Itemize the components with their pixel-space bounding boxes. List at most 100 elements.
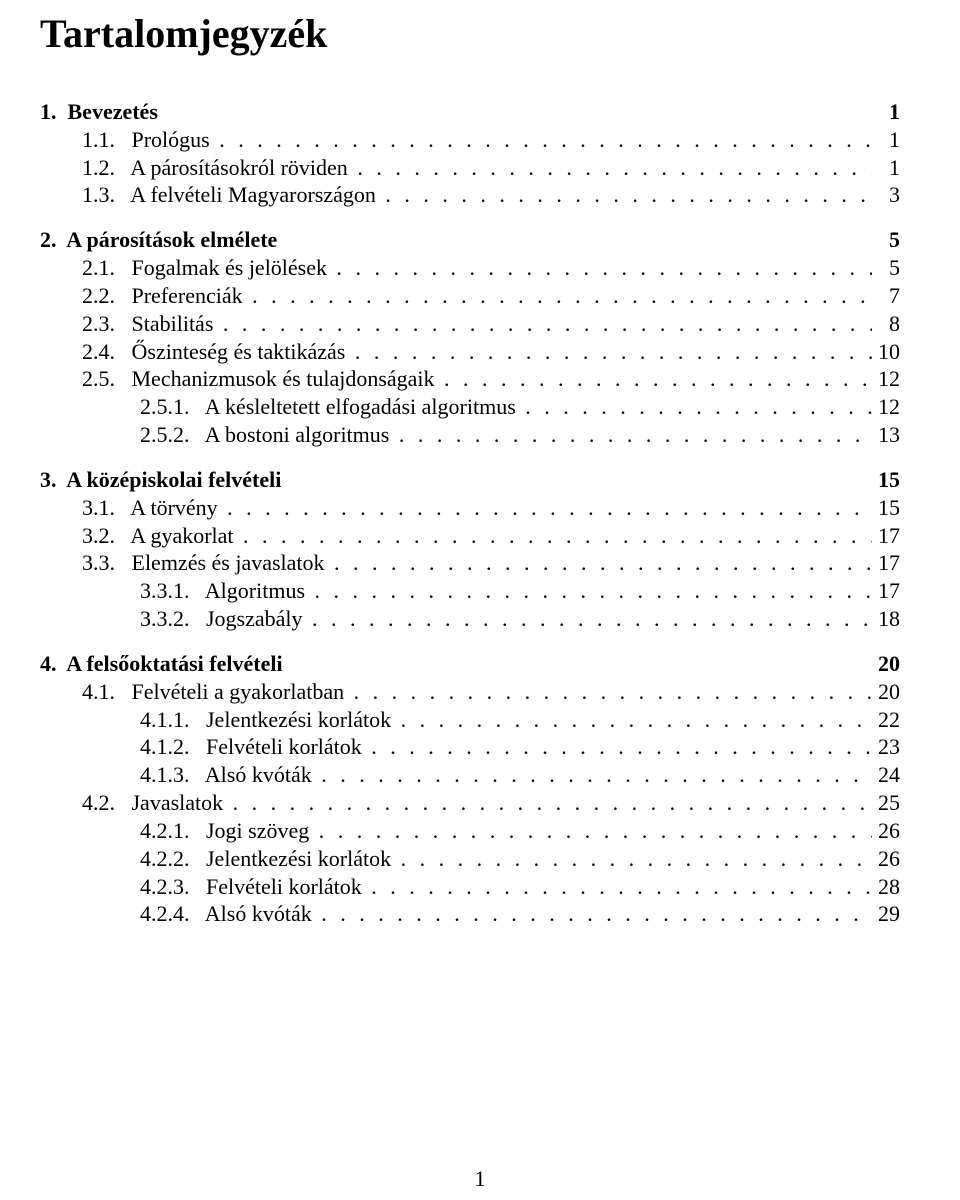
toc-entry-page: 23 — [872, 734, 900, 761]
toc-entry: 4.2.3. Felvételi korlátok . . . . . . . … — [40, 874, 900, 901]
toc-entry-page: 12 — [872, 366, 900, 393]
toc-entry-page: 3 — [872, 182, 900, 209]
toc-leader: . . . . . . . . . . . . . . . . . . . . … — [350, 679, 872, 706]
toc-entry-label: 1. Bevezetés — [40, 99, 163, 126]
toc-entry-page: 17 — [872, 578, 900, 605]
toc-entry-label: 4. A felsőoktatási felvételi — [40, 651, 288, 678]
toc-entry-label: 2.3. Stabilitás — [40, 311, 219, 338]
toc-entry-page: 20 — [872, 679, 900, 706]
page-number: 1 — [0, 1166, 960, 1192]
toc-entry: 2.5. Mechanizmusok és tulajdonságaik . .… — [40, 366, 900, 393]
toc-leader: . . . . . . . . . . . . . . . . . . . . … — [317, 901, 872, 928]
toc-entry: 4.1.3. Alsó kvóták . . . . . . . . . . .… — [40, 762, 900, 789]
toc-leader: . . . . . . . . . . . . . . . . . . . . … — [330, 550, 872, 577]
toc-entry: 1.3. A felvételi Magyarországon . . . . … — [40, 182, 900, 209]
toc-entry-page: 18 — [872, 606, 900, 633]
toc-entry: 3. A középiskolai felvételi . . . . . . … — [40, 467, 900, 494]
toc-entry: 4.1.2. Felvételi korlátok . . . . . . . … — [40, 734, 900, 761]
toc-entry-page: 15 — [872, 467, 900, 494]
toc-entry-label: 4.2.1. Jogi szöveg — [40, 818, 315, 845]
toc-entry-page: 5 — [872, 255, 900, 282]
toc-leader: . . . . . . . . . . . . . . . . . . . . … — [229, 790, 872, 817]
toc-leader: . . . . . . . . . . . . . . . . . . . . … — [381, 182, 872, 209]
toc-entry-label: 4.1. Felvételi a gyakorlatban — [40, 679, 350, 706]
toc-entry-label: 4.1.1. Jelentkezési korlátok — [40, 707, 397, 734]
toc-leader: . . . . . . . . . . . . . . . . . . . . … — [333, 255, 872, 282]
toc-entry: 1. Bevezetés . . . . . . . . . . . . . .… — [40, 99, 900, 126]
toc-list: 1. Bevezetés . . . . . . . . . . . . . .… — [40, 99, 900, 928]
toc-entry: 2.2. Preferenciák . . . . . . . . . . . … — [40, 283, 900, 310]
toc-leader: . . . . . . . . . . . . . . . . . . . . … — [315, 818, 872, 845]
toc-leader: . . . . . . . . . . . . . . . . . . . . … — [353, 155, 872, 182]
toc-entry: 4.2.1. Jogi szöveg . . . . . . . . . . .… — [40, 818, 900, 845]
toc-entry-label: 3.3.2. Jogszabály — [40, 606, 308, 633]
toc-entry: 3.3.2. Jogszabály . . . . . . . . . . . … — [40, 606, 900, 633]
toc-leader: . . . . . . . . . . . . . . . . . . . . … — [397, 707, 872, 734]
toc-leader: . . . . . . . . . . . . . . . . . . . . … — [219, 311, 872, 338]
toc-entry-page: 20 — [872, 651, 900, 678]
toc-entry: 4.1.1. Jelentkezési korlátok . . . . . .… — [40, 707, 900, 734]
toc-leader: . . . . . . . . . . . . . . . . . . . . … — [239, 523, 872, 550]
toc-entry: 2.5.2. A bostoni algoritmus . . . . . . … — [40, 422, 900, 449]
toc-entry-page: 17 — [872, 523, 900, 550]
toc-entry: 2.4. Őszinteség és taktikázás . . . . . … — [40, 339, 900, 366]
toc-leader: . . . . . . . . . . . . . . . . . . . . … — [215, 127, 872, 154]
toc-entry: 1.2. A párosításokról röviden . . . . . … — [40, 155, 900, 182]
toc-leader: . . . . . . . . . . . . . . . . . . . . … — [351, 339, 872, 366]
toc-entry-page: 1 — [872, 127, 900, 154]
toc-leader: . . . . . . . . . . . . . . . . . . . . … — [367, 874, 872, 901]
toc-entry: 4.2.4. Alsó kvóták . . . . . . . . . . .… — [40, 901, 900, 928]
toc-entry-page: 10 — [872, 339, 900, 366]
toc-entry-label: 2.5. Mechanizmusok és tulajdonságaik — [40, 366, 440, 393]
toc-entry-page: 15 — [872, 495, 900, 522]
toc-title: Tartalomjegyzék — [40, 10, 900, 57]
toc-entry-label: 3.3.1. Algoritmus — [40, 578, 311, 605]
toc-entry: 3.1. A törvény . . . . . . . . . . . . .… — [40, 495, 900, 522]
toc-entry: 4.2. Javaslatok . . . . . . . . . . . . … — [40, 790, 900, 817]
toc-entry-page: 28 — [872, 874, 900, 901]
toc-entry-label: 2.5.1. A késleltetett elfogadási algorit… — [40, 394, 521, 421]
toc-entry-label: 3.1. A törvény — [40, 495, 223, 522]
toc-entry: 2.1. Fogalmak és jelölések . . . . . . .… — [40, 255, 900, 282]
toc-entry-page: 17 — [872, 550, 900, 577]
toc-entry: 3.3.1. Algoritmus . . . . . . . . . . . … — [40, 578, 900, 605]
toc-entry-label: 4.2.3. Felvételi korlátok — [40, 874, 367, 901]
toc-leader: . . . . . . . . . . . . . . . . . . . . … — [397, 846, 872, 873]
toc-entry: 4.2.2. Jelentkezési korlátok . . . . . .… — [40, 846, 900, 873]
toc-entry-label: 2. A párosítások elmélete — [40, 227, 283, 254]
toc-entry-label: 1.2. A párosításokról röviden — [40, 155, 353, 182]
toc-leader: . . . . . . . . . . . . . . . . . . . . … — [317, 762, 872, 789]
toc-leader: . . . . . . . . . . . . . . . . . . . . … — [311, 578, 872, 605]
toc-entry-page: 12 — [872, 394, 900, 421]
toc-entry-page: 8 — [872, 311, 900, 338]
toc-entry-label: 2.5.2. A bostoni algoritmus — [40, 422, 395, 449]
toc-entry-page: 29 — [872, 901, 900, 928]
toc-entry-label: 4.1.3. Alsó kvóták — [40, 762, 317, 789]
toc-entry: 4.1. Felvételi a gyakorlatban . . . . . … — [40, 679, 900, 706]
toc-leader: . . . . . . . . . . . . . . . . . . . . … — [395, 422, 872, 449]
toc-entry-page: 25 — [872, 790, 900, 817]
toc-entry-label: 3.3. Elemzés és javaslatok — [40, 550, 330, 577]
toc-entry-label: 4.2. Javaslatok — [40, 790, 229, 817]
toc-entry-page: 24 — [872, 762, 900, 789]
toc-entry-page: 1 — [872, 155, 900, 182]
toc-entry: 3.3. Elemzés és javaslatok . . . . . . .… — [40, 550, 900, 577]
toc-leader: . . . . . . . . . . . . . . . . . . . . … — [223, 495, 872, 522]
toc-entry: 2.5.1. A késleltetett elfogadási algorit… — [40, 394, 900, 421]
toc-entry-page: 7 — [872, 283, 900, 310]
toc-entry-page: 26 — [872, 818, 900, 845]
toc-entry: 1.1. Prológus . . . . . . . . . . . . . … — [40, 127, 900, 154]
toc-entry: 3.2. A gyakorlat . . . . . . . . . . . .… — [40, 523, 900, 550]
toc-entry-page: 22 — [872, 707, 900, 734]
toc-entry-label: 1.1. Prológus — [40, 127, 215, 154]
toc-leader: . . . . . . . . . . . . . . . . . . . . … — [521, 394, 872, 421]
toc-entry-label: 1.3. A felvételi Magyarországon — [40, 182, 381, 209]
toc-entry-label: 4.2.4. Alsó kvóták — [40, 901, 317, 928]
toc-entry: 2. A párosítások elmélete . . . . . . . … — [40, 227, 900, 254]
toc-entry-page: 13 — [872, 422, 900, 449]
toc-entry: 4. A felsőoktatási felvételi . . . . . .… — [40, 651, 900, 678]
toc-entry-page: 1 — [872, 99, 900, 126]
toc-leader: . . . . . . . . . . . . . . . . . . . . … — [440, 366, 872, 393]
toc-entry-page: 26 — [872, 846, 900, 873]
toc-entry-label: 3.2. A gyakorlat — [40, 523, 239, 550]
